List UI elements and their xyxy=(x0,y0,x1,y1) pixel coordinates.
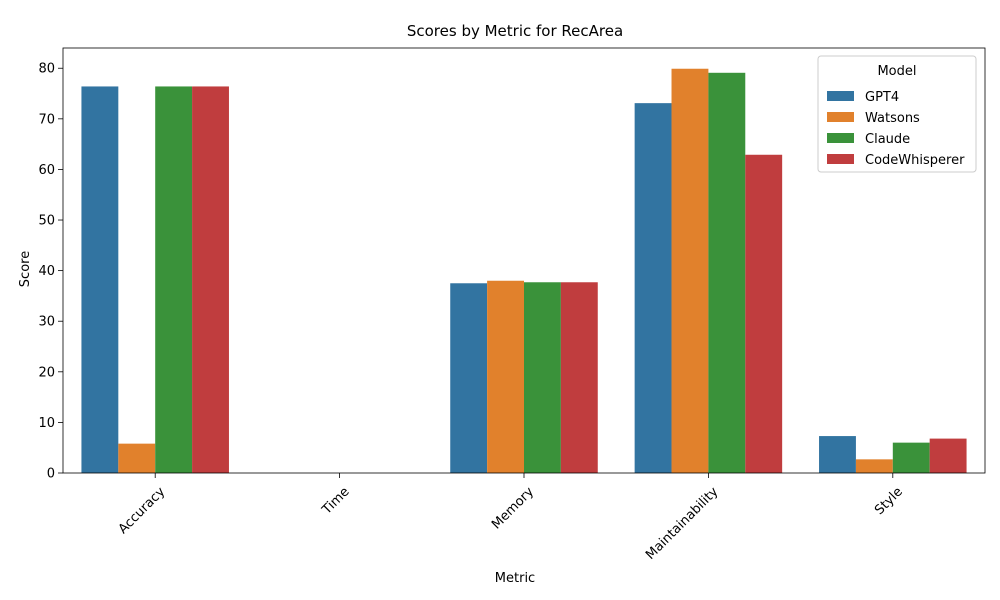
bar-gpt4-accuracy xyxy=(81,86,119,473)
legend-swatch-watsons xyxy=(827,112,854,122)
bar-codewhisperer-accuracy xyxy=(192,86,229,473)
legend-label-codewhisperer: CodeWhisperer xyxy=(865,153,965,168)
bar-claude-memory xyxy=(524,282,561,473)
legend: Model GPT4 Watsons Claude CodeWhisperer xyxy=(817,55,977,173)
x-tick-label: Accuracy xyxy=(116,484,169,537)
x-tick-label: Memory xyxy=(489,484,537,532)
legend-swatch-gpt4 xyxy=(827,91,854,101)
bar-watsons-memory xyxy=(487,280,524,473)
legend-swatch-codewhisperer xyxy=(827,154,854,164)
bar-claude-style xyxy=(892,442,930,473)
chart-title: Scores by Metric for RecArea xyxy=(407,22,623,40)
y-tick-label: 70 xyxy=(38,112,55,127)
x-axis-label: Metric xyxy=(495,571,535,586)
x-tick-label: Style xyxy=(872,484,906,518)
y-tick-label: 40 xyxy=(38,264,55,279)
bar-gpt4-style xyxy=(819,436,856,473)
y-tick-label: 30 xyxy=(38,315,55,330)
bar-watsons-accuracy xyxy=(118,443,156,473)
y-tick-label: 60 xyxy=(38,163,55,178)
legend-frame xyxy=(817,55,977,173)
bar-gpt4-maintainability xyxy=(634,103,672,474)
x-tick-label: Time xyxy=(319,484,353,518)
legend-label-watsons: Watsons xyxy=(865,111,920,126)
y-tick-label: 10 xyxy=(38,416,55,431)
bar-codewhisperer-memory xyxy=(560,282,598,473)
y-tick-label: 20 xyxy=(38,365,55,380)
bar-gpt4-memory xyxy=(450,283,488,473)
legend-title: Model xyxy=(877,64,916,79)
x-tick-label: Maintainability xyxy=(643,484,722,563)
bar-watsons-style xyxy=(855,459,893,473)
bar-claude-accuracy xyxy=(155,86,193,473)
bar-claude-maintainability xyxy=(708,72,746,473)
legend-label-gpt4: GPT4 xyxy=(865,90,899,105)
y-tick-label: 0 xyxy=(47,467,55,482)
legend-label-claude: Claude xyxy=(865,132,910,147)
legend-swatch-claude xyxy=(827,133,854,143)
y-axis-label: Score xyxy=(18,251,33,287)
bar-codewhisperer-maintainability xyxy=(745,154,783,473)
bar-watsons-maintainability xyxy=(671,68,709,474)
bar-codewhisperer-style xyxy=(929,438,967,473)
y-tick-label: 80 xyxy=(38,62,55,77)
y-tick-label: 50 xyxy=(38,214,55,229)
